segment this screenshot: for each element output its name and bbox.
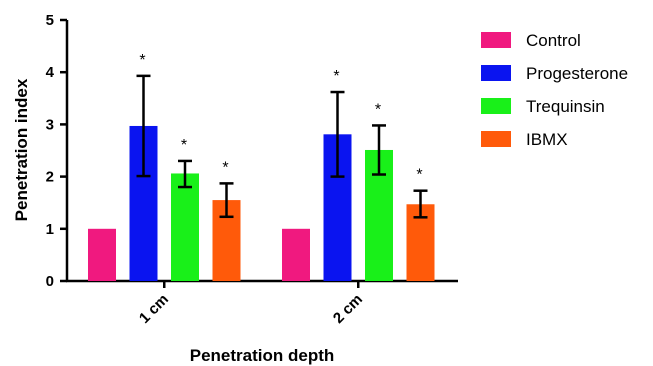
legend-swatch	[481, 32, 511, 48]
legend-label: Control	[526, 31, 581, 50]
y-tick-label: 2	[46, 169, 54, 186]
y-tick-label: 5	[46, 12, 54, 29]
x-axis: 1 cm 2 cm	[66, 279, 458, 327]
x-tick-label: 2 cm	[330, 291, 366, 327]
significance-marker: *	[222, 159, 228, 176]
legend-swatch	[481, 65, 511, 81]
significance-marker: *	[416, 167, 422, 184]
y-tick-label: 1	[46, 221, 54, 238]
y-axis-title: Penetration index	[12, 78, 31, 221]
y-tick-label: 3	[46, 116, 54, 133]
y-tick-label: 0	[46, 273, 54, 290]
x-tick-label: 1 cm	[136, 291, 172, 327]
bar-control-1	[282, 228, 310, 281]
x-axis-title: Penetration depth	[190, 346, 335, 365]
significance-marker: *	[139, 52, 145, 69]
significance-marker: *	[375, 101, 381, 118]
y-tick-label: 4	[46, 64, 55, 81]
legend-swatch	[481, 98, 511, 114]
legend-label: Trequinsin	[526, 97, 605, 116]
significance-marker: *	[333, 68, 339, 85]
legend-swatch	[481, 131, 511, 147]
legend-label: Progesterone	[526, 64, 628, 83]
y-axis: 0 1 2 3 4 5	[46, 12, 69, 290]
legend: Control Progesterone Trequinsin IBMX	[481, 31, 628, 149]
bar-control-0	[88, 228, 116, 281]
significance-marker: *	[181, 137, 187, 154]
bars: * * * * * *	[88, 52, 435, 281]
bar-trequinsin-0	[171, 173, 199, 281]
legend-label: IBMX	[526, 130, 568, 149]
